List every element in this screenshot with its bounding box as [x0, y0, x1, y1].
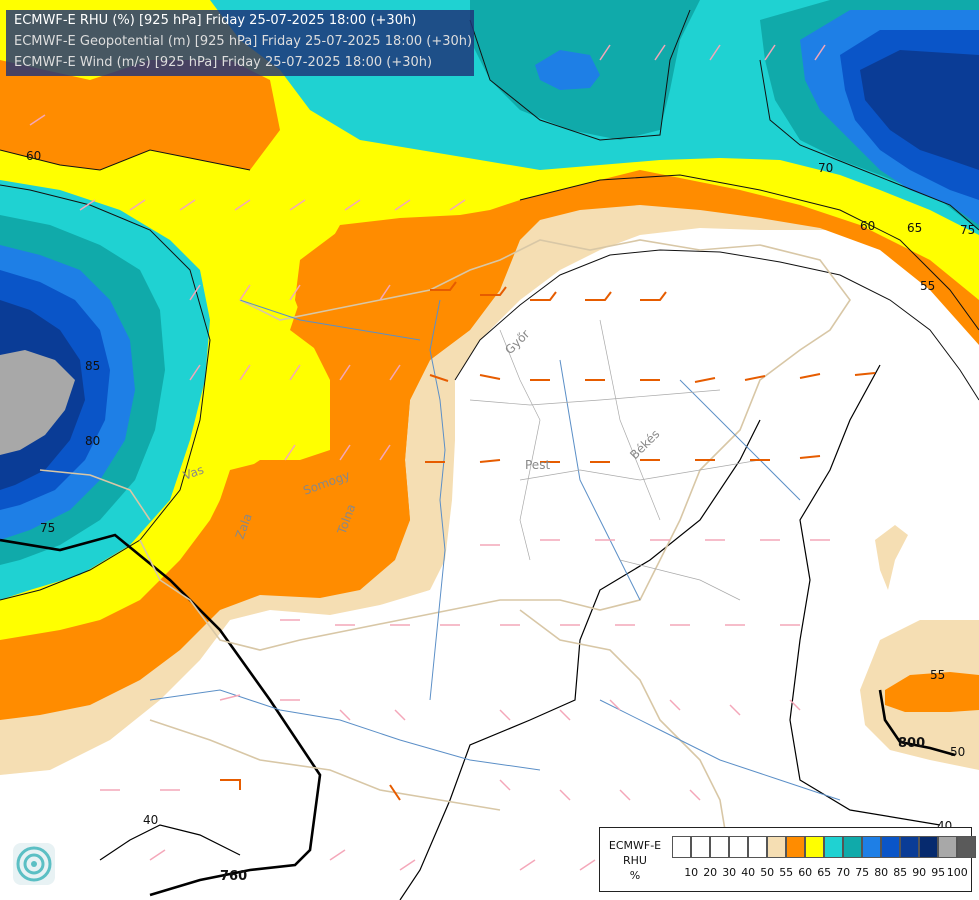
map-title-panel: ECMWF-E RHU (%) [925 hPa] Friday 25-07-2… — [6, 10, 474, 76]
legend-tick-label: 50 — [760, 866, 775, 879]
legend-swatch — [691, 836, 710, 858]
country-borders — [39, 239, 851, 861]
legend-swatch — [824, 836, 843, 858]
legend-model: ECMWF-E — [608, 839, 662, 852]
geopotential-label: 760 — [220, 869, 247, 884]
legend-title: ECMWF-E RHU % — [600, 838, 670, 883]
legend-tick-label: 90 — [912, 866, 927, 879]
rhu-contour-lines — [0, 9, 979, 601]
legend-swatch — [805, 836, 824, 858]
contour-label: 60 — [860, 219, 875, 233]
wind-barbs-pink — [29, 44, 830, 871]
contour-label: 80 — [85, 434, 100, 448]
contour-label: 60 — [26, 149, 41, 163]
rhu-area-60-east — [885, 672, 979, 712]
legend-swatch — [900, 836, 919, 858]
contour-label: 75 — [40, 521, 55, 535]
rivers — [149, 299, 841, 801]
legend-swatch — [957, 836, 976, 858]
geopotential-lines — [0, 533, 956, 897]
wind-barbs-orange — [220, 281, 876, 801]
legend-tick-label: 80 — [874, 866, 889, 879]
legend-swatch — [767, 836, 786, 858]
rhu-area-55-small — [875, 525, 908, 590]
legend-tick-label: 65 — [817, 866, 832, 879]
contour-label: 55 — [920, 279, 935, 293]
rhu-area-95-west — [0, 350, 75, 455]
legend-unit: % — [629, 869, 641, 882]
legend-tick-label: 75 — [855, 866, 870, 879]
rhu-area-90-ne — [860, 50, 979, 170]
contour-label: 40 — [143, 813, 158, 827]
title-rhu: ECMWF-E RHU (%) [925 hPa] Friday 25-07-2… — [14, 13, 417, 28]
rhu-area-below-55 — [0, 250, 979, 900]
contour-label: 55 — [930, 668, 945, 682]
contour-label: 50 — [950, 745, 965, 759]
legend-tick-label: 30 — [722, 866, 737, 879]
legend-swatch — [672, 836, 691, 858]
legend-tick-label: 20 — [703, 866, 718, 879]
legend-swatch — [710, 836, 729, 858]
rhu-area-60-north — [0, 60, 280, 170]
legend-variable: RHU — [623, 854, 647, 867]
legend-tick-label: 85 — [893, 866, 908, 879]
legend-swatch — [862, 836, 881, 858]
rhu-area-60-central — [295, 212, 520, 565]
legend-tick-label: 60 — [798, 866, 813, 879]
legend-swatch — [938, 836, 957, 858]
legend-swatch — [786, 836, 805, 858]
legend-swatch — [748, 836, 767, 858]
legend-tick-label: 95 — [931, 866, 946, 879]
contour-label: 75 — [960, 223, 975, 237]
contour-label: 70 — [818, 161, 833, 175]
title-wind: ECMWF-E Wind (m/s) [925 hPa] Friday 25-0… — [14, 55, 433, 70]
rhu-area-60-west — [210, 460, 340, 560]
legend-tick-label: 10 — [684, 866, 699, 879]
legend-swatch — [919, 836, 938, 858]
geopotential-label: 800 — [898, 736, 925, 751]
legend-swatch — [881, 836, 900, 858]
logo-icon — [13, 843, 55, 885]
legend-tick-label: 70 — [836, 866, 851, 879]
contour-label: 65 — [907, 221, 922, 235]
legend-tick-label: 55 — [779, 866, 794, 879]
place-label-vas: Vas — [181, 463, 205, 483]
legend-swatch — [729, 836, 748, 858]
place-label-pest: Pest — [525, 458, 550, 472]
rhu-area-80-top — [535, 50, 600, 90]
regional-boundaries — [469, 319, 761, 601]
legend-tick-label: 40 — [741, 866, 756, 879]
contour-label: 85 — [85, 359, 100, 373]
legend-tick-label: 100 — [946, 866, 968, 879]
color-legend: ECMWF-E RHU % 10 20 30 40 50 55 60 65 70 75 80 85 90… — [599, 827, 976, 892]
title-geopotential: ECMWF-E Geopotential (m) [925 hPa] Frida… — [14, 34, 473, 49]
legend-swatch — [843, 836, 862, 858]
